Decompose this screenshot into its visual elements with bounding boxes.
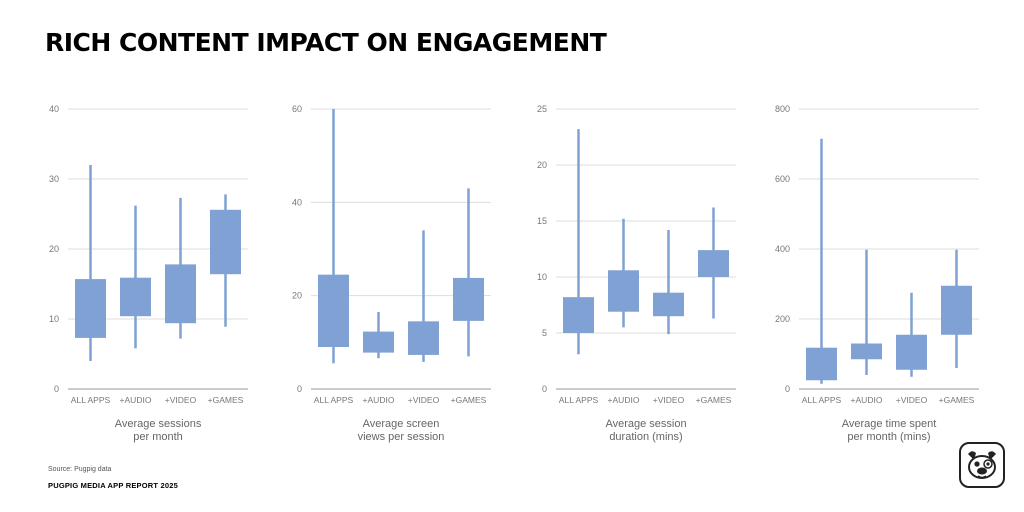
chart-sessions-per-month: 0 10 20 30 40 ALL APPS +AUDIO +VIDEO +GAMES Avera… xyxy=(49,104,248,443)
page-title: RICH CONTENT IMPACT ON ENGAGEMENT xyxy=(45,28,607,57)
box xyxy=(851,343,882,360)
box xyxy=(453,277,484,321)
pug-face-icon xyxy=(959,442,1005,488)
x-tick-label: +AUDIO xyxy=(608,395,640,405)
box xyxy=(653,292,684,317)
y-tick-label: 800 xyxy=(775,104,790,114)
x-axis-label: views per session xyxy=(358,431,445,443)
y-tick-label: 10 xyxy=(537,272,547,282)
x-axis-label: per month (mins) xyxy=(847,431,930,443)
y-tick-label: 10 xyxy=(49,314,59,324)
x-tick-label: +GAMES xyxy=(451,395,487,405)
box xyxy=(941,285,972,335)
y-tick-label: 20 xyxy=(292,291,302,301)
y-tick-label: 0 xyxy=(297,384,302,394)
y-tick-label: 40 xyxy=(292,197,302,207)
box xyxy=(563,297,594,333)
report-name: PUGPIG MEDIA APP REPORT 2025 xyxy=(48,481,178,490)
y-tick-label: 20 xyxy=(49,244,59,254)
x-axis-label: Average session xyxy=(605,418,686,430)
y-tick-label: 60 xyxy=(292,104,302,114)
x-tick-label: +VIDEO xyxy=(165,395,197,405)
y-tick-label: 20 xyxy=(537,160,547,170)
x-tick-label: ALL APPS xyxy=(314,395,354,405)
box xyxy=(896,334,927,370)
source-note: Source: Pugpig data xyxy=(48,466,112,473)
y-tick-label: 0 xyxy=(54,384,59,394)
x-axis-label: Average sessions xyxy=(115,418,202,430)
y-tick-label: 15 xyxy=(537,216,547,226)
box xyxy=(608,270,639,312)
box xyxy=(698,250,729,277)
box xyxy=(363,331,394,353)
x-axis-label: duration (mins) xyxy=(609,431,682,443)
y-tick-label: 600 xyxy=(775,174,790,184)
chart-time-spent-per-month: 0 200 400 600 800 ALL APPS +AUDIO +VIDEO +GAMES A… xyxy=(775,104,979,443)
x-axis-label: Average time spent xyxy=(842,418,937,430)
x-tick-label: ALL APPS xyxy=(559,395,599,405)
box xyxy=(75,279,106,338)
y-tick-label: 200 xyxy=(775,314,790,324)
y-tick-label: 30 xyxy=(49,174,59,184)
x-tick-label: +GAMES xyxy=(939,395,975,405)
y-tick-label: 25 xyxy=(537,104,547,114)
box xyxy=(806,347,837,381)
chart-session-duration: 0 5 10 15 20 25 ALL APPS +AUDIO +VIDEO +GAMES Aver… xyxy=(537,104,736,443)
y-tick-label: 0 xyxy=(542,384,547,394)
box xyxy=(210,209,241,275)
chart-screen-views-per-session: 0 20 40 60 ALL APPS +AUDIO +VIDEO +GAMES Average… xyxy=(292,104,491,443)
x-axis-label: per month xyxy=(133,431,183,443)
x-tick-label: ALL APPS xyxy=(71,395,111,405)
y-tick-label: 400 xyxy=(775,244,790,254)
x-tick-label: +VIDEO xyxy=(653,395,685,405)
x-tick-label: +GAMES xyxy=(696,395,732,405)
x-tick-label: +VIDEO xyxy=(896,395,928,405)
x-tick-label: +AUDIO xyxy=(363,395,395,405)
x-tick-label: +AUDIO xyxy=(851,395,883,405)
box xyxy=(408,321,439,355)
y-tick-label: 0 xyxy=(785,384,790,394)
x-tick-label: +GAMES xyxy=(208,395,244,405)
box xyxy=(120,277,151,317)
box xyxy=(165,264,196,324)
box xyxy=(318,274,349,347)
x-axis-label: Average screen xyxy=(363,418,440,430)
x-tick-label: +AUDIO xyxy=(120,395,152,405)
y-tick-label: 40 xyxy=(49,104,59,114)
x-tick-label: +VIDEO xyxy=(408,395,440,405)
x-tick-label: ALL APPS xyxy=(802,395,842,405)
y-tick-label: 5 xyxy=(542,328,547,338)
